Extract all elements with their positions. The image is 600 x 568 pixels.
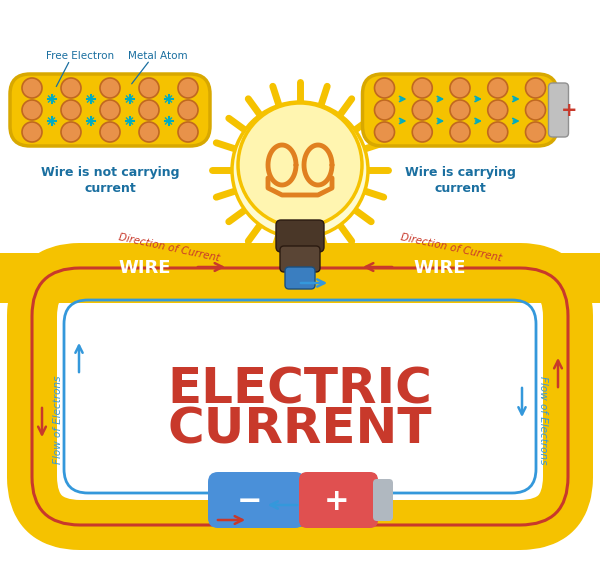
Text: +: +	[561, 101, 578, 119]
Text: current: current	[84, 182, 136, 195]
Circle shape	[526, 78, 545, 98]
FancyBboxPatch shape	[10, 74, 210, 146]
Circle shape	[526, 122, 545, 142]
Text: +: +	[324, 487, 350, 516]
Circle shape	[374, 122, 395, 142]
FancyBboxPatch shape	[373, 479, 393, 521]
FancyBboxPatch shape	[548, 83, 569, 137]
FancyBboxPatch shape	[285, 267, 315, 289]
Circle shape	[450, 78, 470, 98]
Circle shape	[450, 122, 470, 142]
Text: WIRE: WIRE	[119, 259, 171, 277]
FancyBboxPatch shape	[280, 246, 320, 272]
Circle shape	[61, 122, 81, 142]
Circle shape	[139, 100, 159, 120]
Circle shape	[412, 122, 432, 142]
Circle shape	[412, 78, 432, 98]
Circle shape	[488, 100, 508, 120]
Text: Direction of Current: Direction of Current	[118, 232, 221, 264]
Text: Flow of Electrons: Flow of Electrons	[538, 376, 548, 464]
Circle shape	[526, 100, 545, 120]
Circle shape	[232, 102, 368, 238]
Text: Wire is not carrying: Wire is not carrying	[41, 166, 179, 179]
Circle shape	[178, 100, 198, 120]
Text: Wire is carrying: Wire is carrying	[404, 166, 515, 179]
FancyBboxPatch shape	[299, 472, 378, 528]
FancyBboxPatch shape	[208, 472, 305, 528]
Circle shape	[450, 100, 470, 120]
Circle shape	[374, 100, 395, 120]
Circle shape	[374, 78, 395, 98]
Circle shape	[139, 78, 159, 98]
Text: Free Electron: Free Electron	[46, 51, 114, 61]
Text: Flow of Electrons: Flow of Electrons	[53, 376, 63, 464]
Circle shape	[61, 100, 81, 120]
FancyBboxPatch shape	[276, 220, 324, 252]
Text: WIRE: WIRE	[414, 259, 466, 277]
Circle shape	[178, 78, 198, 98]
Circle shape	[178, 122, 198, 142]
Circle shape	[139, 122, 159, 142]
Circle shape	[412, 100, 432, 120]
Circle shape	[22, 122, 42, 142]
Text: Direction of Current: Direction of Current	[400, 232, 503, 264]
Circle shape	[100, 100, 120, 120]
Circle shape	[61, 78, 81, 98]
Text: −: −	[236, 487, 262, 516]
Text: ELECTRIC: ELECTRIC	[167, 366, 433, 414]
Circle shape	[238, 103, 362, 227]
FancyBboxPatch shape	[362, 74, 557, 146]
Text: Metal Atom: Metal Atom	[128, 51, 188, 61]
Circle shape	[100, 78, 120, 98]
Circle shape	[488, 122, 508, 142]
Circle shape	[22, 78, 42, 98]
Circle shape	[488, 78, 508, 98]
Text: CURRENT: CURRENT	[168, 406, 432, 454]
Circle shape	[100, 122, 120, 142]
Text: current: current	[434, 182, 486, 195]
Circle shape	[22, 100, 42, 120]
